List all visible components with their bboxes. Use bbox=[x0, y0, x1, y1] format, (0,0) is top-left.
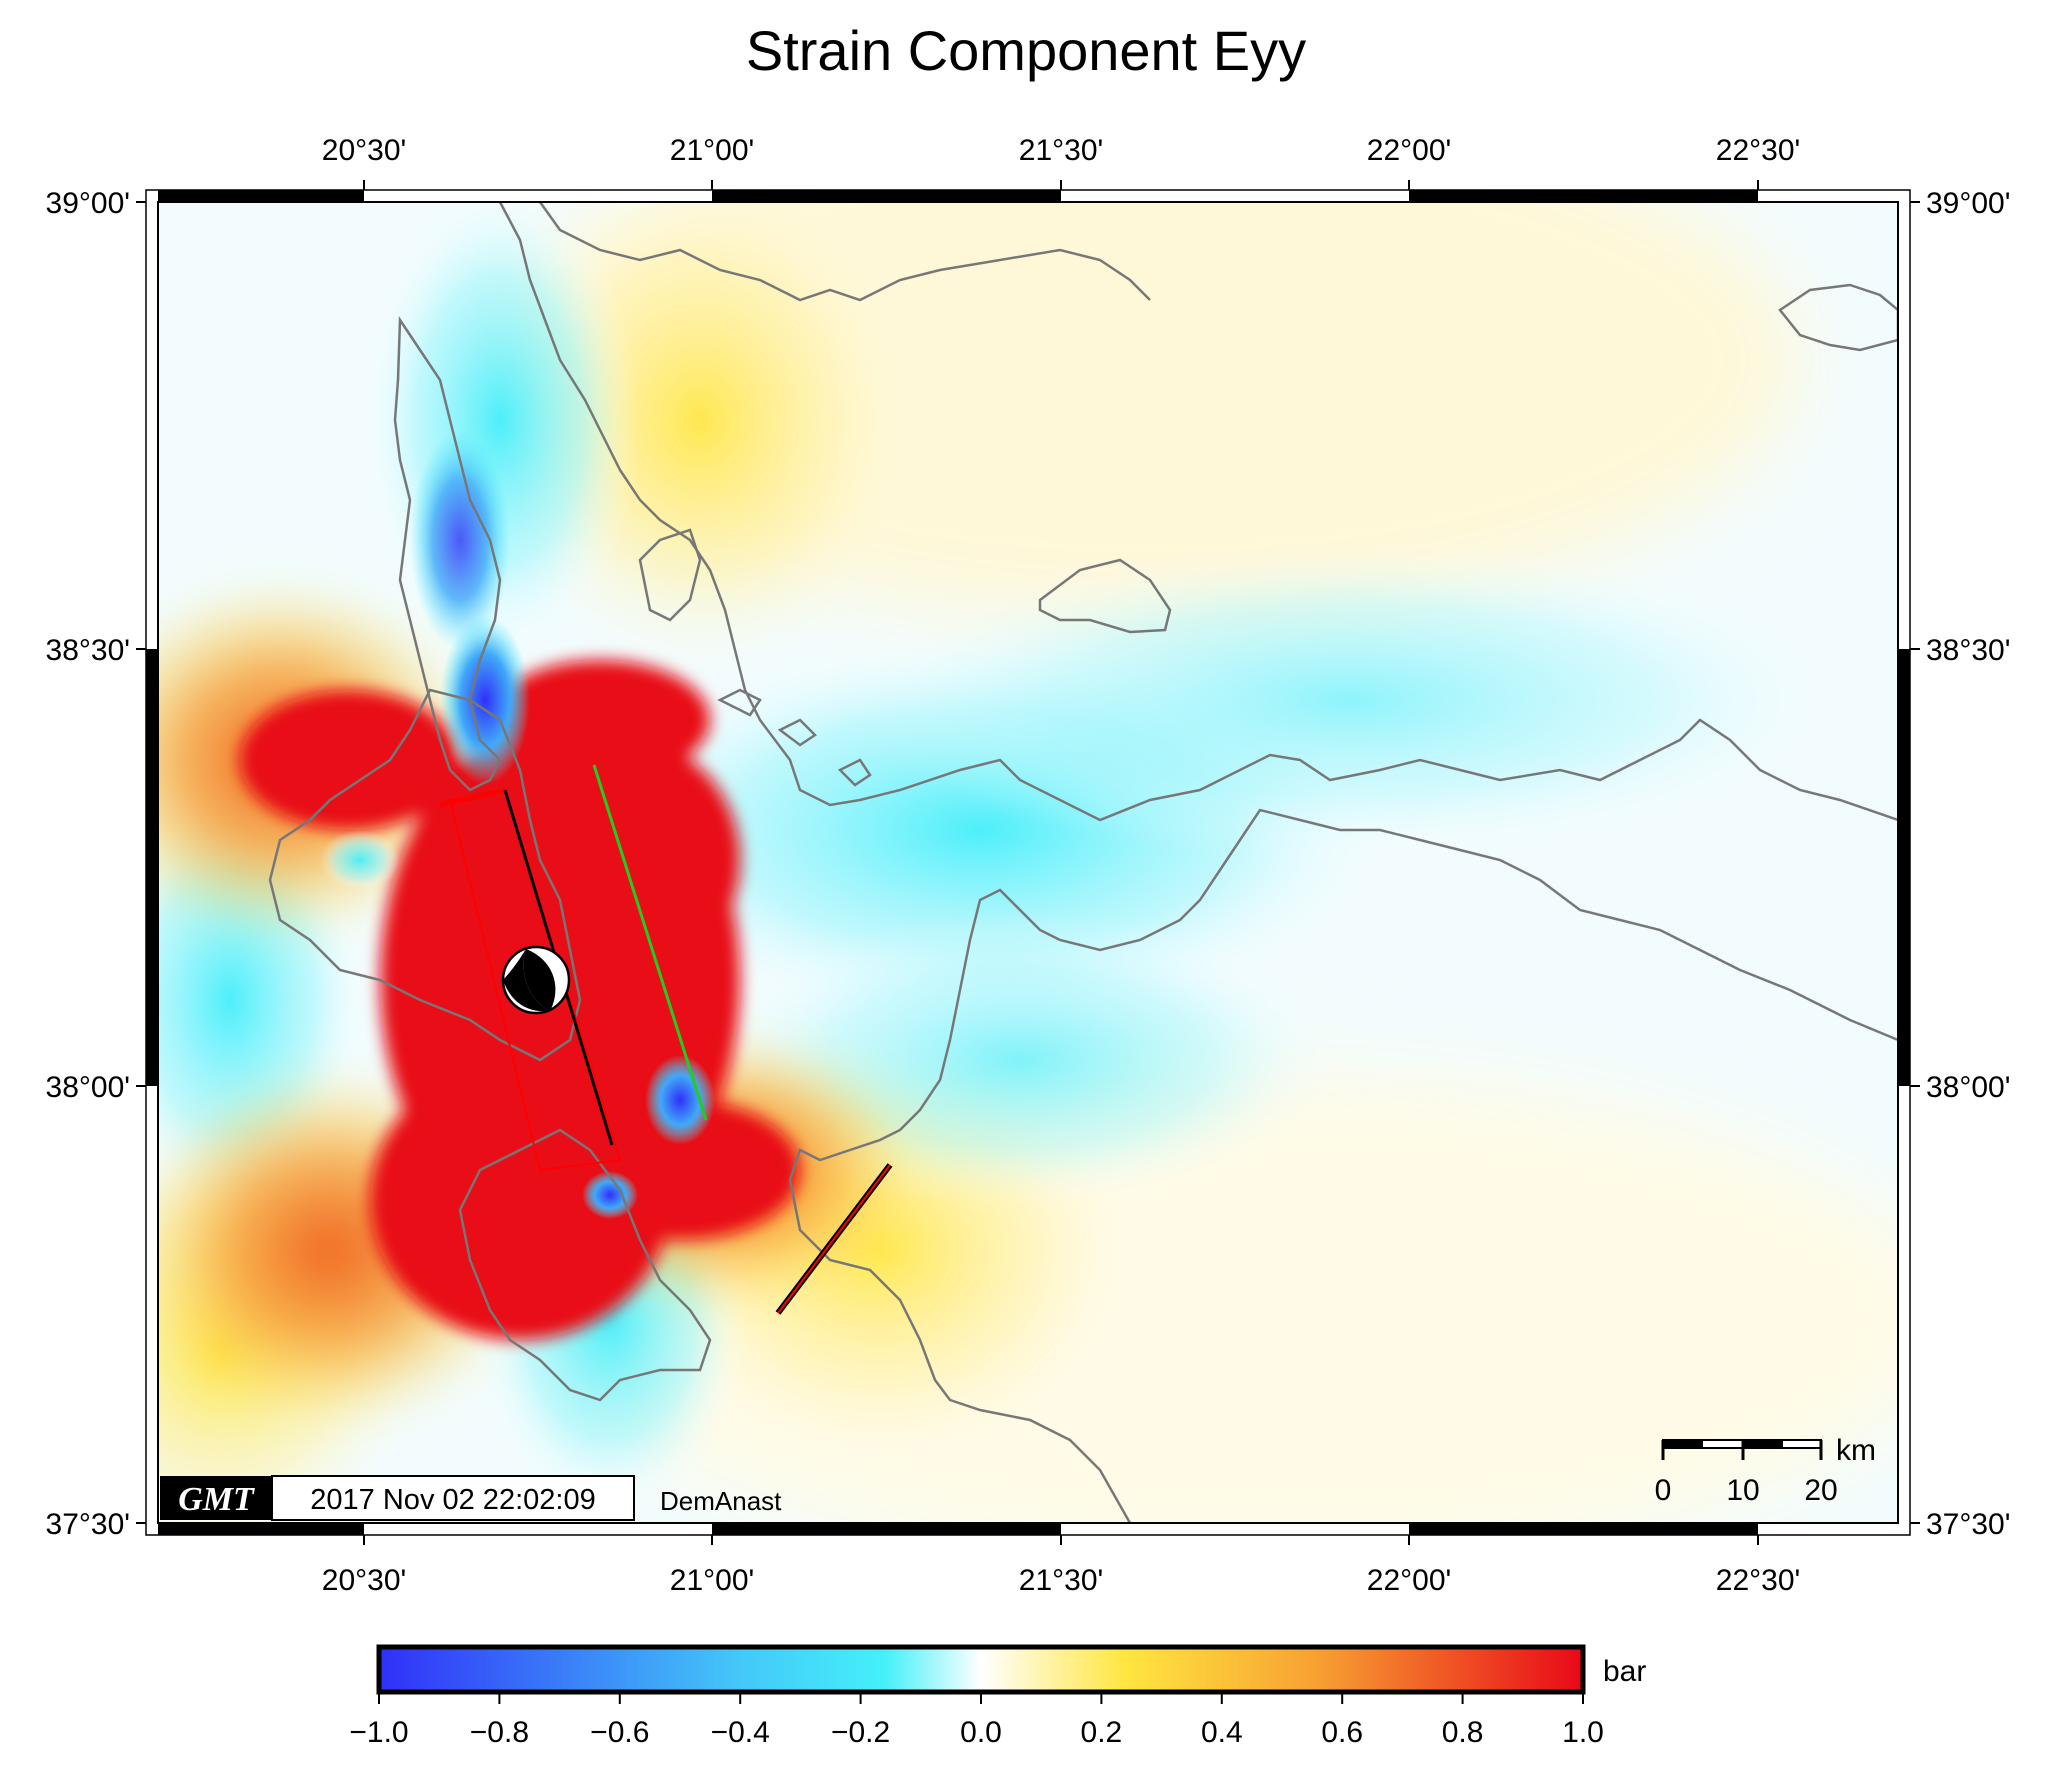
top-lon-label-3: 21°30' bbox=[1019, 134, 1103, 167]
scale-bar-tick-0: 0 bbox=[1655, 1474, 1672, 1507]
colorbar-tick-label: −0.4 bbox=[711, 1716, 770, 1749]
coastline-kefalonia-island bbox=[268, 688, 582, 1062]
bottom-lon-labels: 20°30' 21°00' 21°30' 22°00' 22°30' bbox=[322, 1535, 1800, 1597]
top-lon-label-4: 22°00' bbox=[1367, 134, 1451, 167]
bottom-lon-label-2: 21°00' bbox=[670, 1564, 754, 1597]
coastline-mainland-north bbox=[498, 202, 1898, 822]
top-lon-label-5: 22°30' bbox=[1716, 134, 1800, 167]
coastline-lefkada-island bbox=[393, 316, 502, 792]
left-lat-label-1: 39°00' bbox=[46, 187, 130, 220]
left-lat-labels: 39°00' 38°30' 38°00' 37°30' bbox=[46, 187, 146, 1541]
right-lat-label-4: 37°30' bbox=[1926, 1508, 2010, 1541]
focal-mechanism-icon bbox=[501, 945, 571, 1015]
colorbar-tick-label: −0.6 bbox=[590, 1716, 649, 1749]
scale-bar: km 0 10 20 bbox=[1655, 1434, 1876, 1507]
colorbar-unit: bar bbox=[1603, 1655, 1646, 1688]
scale-bar-tick-10: 10 bbox=[1726, 1474, 1759, 1507]
fault-top-edge bbox=[439, 787, 506, 808]
colorbar-tick-label: 1.0 bbox=[1562, 1716, 1604, 1749]
colorbar: bar −1.0 −0.8 −0.6 −0.4 −0.2 0.0 0.2 0.4 0.6 0.8 1… bbox=[349, 1644, 1646, 1749]
colorbar-tick-label: −0.8 bbox=[470, 1716, 529, 1749]
colorbar-ticks: −1.0 −0.8 −0.6 −0.4 −0.2 0.0 0.2 0.4 0.6 0.8 1.0 bbox=[349, 1692, 1604, 1749]
colorbar-tick-label: −1.0 bbox=[349, 1716, 408, 1749]
right-lat-labels: 39°00' 38°30' 38°00' 37°30' bbox=[1910, 187, 2010, 1541]
colorbar-tick-label: −0.2 bbox=[831, 1716, 890, 1749]
coastline-lake-trichonida bbox=[1038, 558, 1172, 634]
section-line-red bbox=[777, 1164, 891, 1314]
colorbar-tick-label: 0.6 bbox=[1321, 1716, 1363, 1749]
left-lat-label-2: 38°30' bbox=[46, 634, 130, 667]
left-lat-label-3: 38°00' bbox=[46, 1071, 130, 1104]
strain-field bbox=[158, 202, 1898, 1523]
coastlines bbox=[268, 202, 1898, 1523]
top-lon-label-2: 21°00' bbox=[670, 134, 754, 167]
colorbar-tick-label: 0.4 bbox=[1201, 1716, 1243, 1749]
colorbar-gradient bbox=[376, 1644, 1586, 1695]
scale-bar-unit: km bbox=[1836, 1434, 1876, 1467]
coastline-evia-fragment bbox=[1778, 283, 1898, 352]
map-title: Strain Component Eyy bbox=[745, 19, 1307, 82]
bottom-lon-label-5: 22°30' bbox=[1716, 1564, 1800, 1597]
colorbar-tick-label: 0.2 bbox=[1081, 1716, 1123, 1749]
timestamp-text: 2017 Nov 02 22:02:09 bbox=[310, 1484, 595, 1516]
map-frame bbox=[145, 189, 1911, 1536]
gmt-timestamp: GMT 2017 Nov 02 22:02:09 DemAnast bbox=[160, 1475, 782, 1521]
colorbar-tick-label: 0.0 bbox=[960, 1716, 1002, 1749]
top-lon-label-1: 20°30' bbox=[322, 134, 406, 167]
scale-bar-tick-20: 20 bbox=[1804, 1474, 1837, 1507]
gmt-logo: GMT bbox=[178, 1481, 255, 1518]
coastline-ithaca-island bbox=[638, 528, 702, 622]
bottom-lon-label-4: 22°00' bbox=[1367, 1564, 1451, 1597]
coastline-echinades-islands bbox=[717, 688, 872, 787]
left-lat-label-4: 37°30' bbox=[46, 1508, 130, 1541]
author-credit: DemAnast bbox=[660, 1486, 782, 1516]
right-lat-label-3: 38°00' bbox=[1926, 1071, 2010, 1104]
colorbar-tick-label: 0.8 bbox=[1442, 1716, 1484, 1749]
bottom-lon-label-1: 20°30' bbox=[322, 1564, 406, 1597]
coastline-mainland-northwest bbox=[538, 202, 1151, 302]
bottom-lon-label-3: 21°30' bbox=[1019, 1564, 1103, 1597]
coastline-zakynthos-island bbox=[458, 1128, 712, 1402]
coastline-gulf-south bbox=[788, 808, 1898, 1523]
top-lon-labels: 20°30' 21°00' 21°30' 22°00' 22°30' bbox=[322, 134, 1800, 190]
right-lat-label-1: 39°00' bbox=[1926, 187, 2010, 220]
profile-line-green bbox=[592, 764, 708, 1121]
right-lat-label-2: 38°30' bbox=[1926, 634, 2010, 667]
